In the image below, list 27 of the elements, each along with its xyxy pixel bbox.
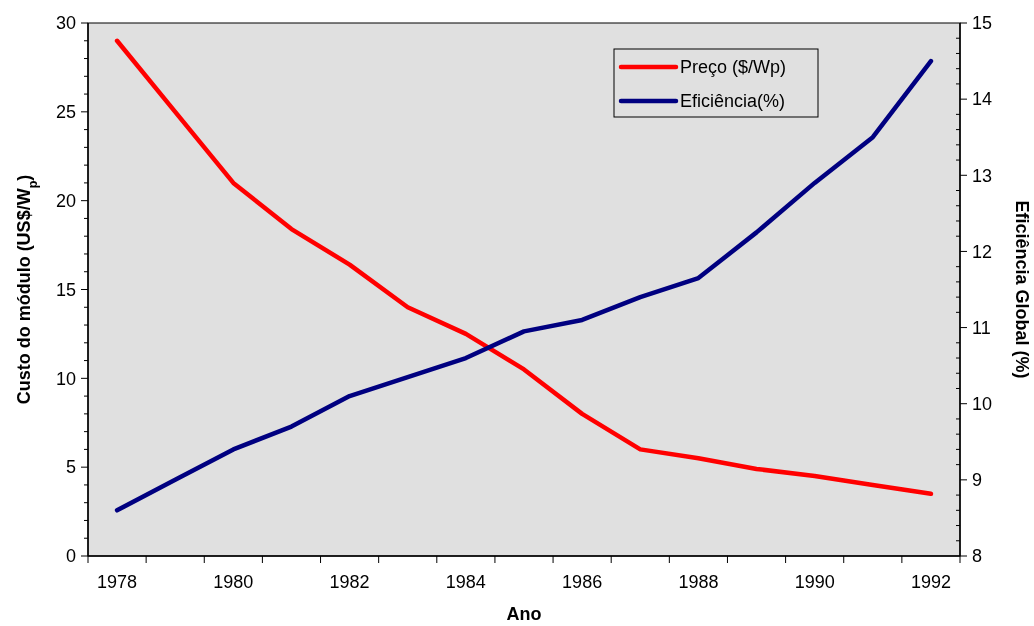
y2-tick-label: 11 xyxy=(972,317,991,338)
y-tick-label: 5 xyxy=(65,457,76,478)
y2-tick-label: 12 xyxy=(972,241,993,262)
y-tick-label: 10 xyxy=(55,368,76,389)
legend-label: Preço ($/Wp) xyxy=(680,57,787,78)
x-axis-title: Ano xyxy=(506,604,542,624)
y-tick-label: 15 xyxy=(55,279,76,300)
y-tick-label: 25 xyxy=(55,102,76,123)
y2-tick-label: 13 xyxy=(972,165,993,186)
y2-axis-title: Eficiência Global (%) xyxy=(1012,200,1032,379)
y2-tick-label: 15 xyxy=(972,13,993,34)
y2-tick-label: 10 xyxy=(972,394,993,415)
y-tick-label: 30 xyxy=(55,13,76,34)
y2-tick-label: 8 xyxy=(972,546,983,567)
legend-label: Eficiência(%) xyxy=(680,91,786,112)
x-tick-label: 1988 xyxy=(678,572,719,592)
y-tick-label: 20 xyxy=(55,190,76,211)
y2-tick-label: 14 xyxy=(972,89,993,110)
x-tick-label: 1984 xyxy=(445,572,486,592)
x-tick-label: 1990 xyxy=(794,572,835,592)
x-tick-label: 1992 xyxy=(910,572,951,592)
x-tick-label: 1986 xyxy=(562,572,603,592)
x-tick-label: 1980 xyxy=(213,572,254,592)
y2-tick-label: 9 xyxy=(972,470,983,491)
x-tick-label: 1978 xyxy=(97,572,138,592)
x-tick-label: 1982 xyxy=(329,572,370,592)
y-tick-label: 0 xyxy=(65,546,76,567)
